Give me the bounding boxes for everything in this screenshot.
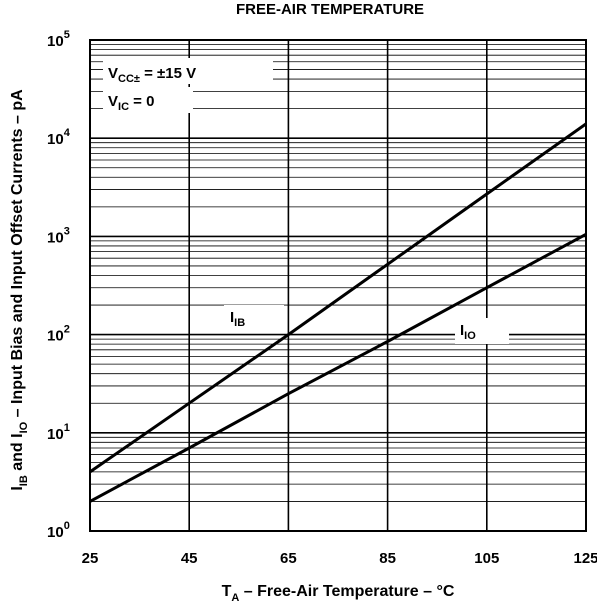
chart-title: FREE-AIR TEMPERATURE bbox=[236, 1, 424, 18]
conditions-background-2 bbox=[103, 87, 193, 113]
x-tick-label: 105 bbox=[474, 550, 499, 567]
plot-frame bbox=[89, 39, 587, 532]
condition-input-voltage: VIC = 0 bbox=[108, 93, 154, 113]
series-line-ib bbox=[89, 122, 587, 474]
x-tick-labels: 25 45 65 85 105 125 bbox=[82, 550, 597, 567]
x-tick-label: 25 bbox=[82, 550, 99, 567]
series-label-ib: IIB bbox=[224, 305, 284, 331]
series-label-io: IIO bbox=[455, 318, 509, 344]
series-label-ib-background bbox=[224, 305, 284, 331]
y-tick-labels: 100 101 102 103 104 105 bbox=[47, 29, 71, 541]
x-tick-label: 125 bbox=[573, 550, 597, 567]
y-axis-title: IIB and IIO – Input Bias and Input Offse… bbox=[9, 89, 30, 491]
y-tick-label: 105 bbox=[47, 29, 70, 50]
series-label-io-text: IIO bbox=[460, 322, 476, 342]
y-tick-label: 103 bbox=[47, 225, 70, 246]
y-tick-label: 104 bbox=[47, 127, 71, 148]
series-group bbox=[89, 122, 587, 503]
y-tick-label: 100 bbox=[47, 520, 70, 541]
x-tick-label: 65 bbox=[280, 550, 297, 567]
conditions-box: VCC± = ±15 V VIC = 0 bbox=[103, 58, 273, 113]
y-tick-label: 102 bbox=[47, 324, 70, 345]
series-label-ib-text: IIB bbox=[230, 309, 245, 329]
x-tick-label: 85 bbox=[379, 550, 396, 567]
y-tick-label: 101 bbox=[47, 422, 70, 443]
x-tick-label: 45 bbox=[181, 550, 198, 567]
plot-area bbox=[90, 40, 586, 531]
x-axis-title: TA – Free-Air Temperature – °C bbox=[222, 583, 455, 604]
series-line-io bbox=[89, 232, 587, 503]
condition-supply-voltage: VCC± = ±15 V bbox=[108, 65, 196, 85]
conditions-background-1 bbox=[103, 58, 273, 84]
series-label-io-background bbox=[455, 318, 509, 344]
